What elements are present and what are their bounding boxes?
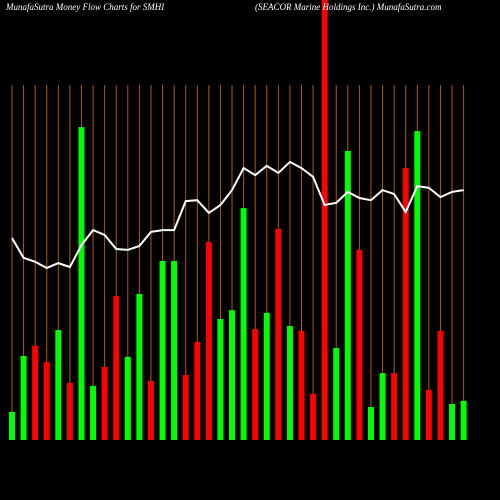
bar [437, 330, 444, 440]
bar [136, 293, 143, 440]
bar [379, 373, 386, 440]
bar [159, 260, 166, 440]
bar [298, 330, 305, 440]
bar [43, 362, 50, 440]
bar [171, 260, 178, 440]
chart-title: MunafaSutra Money Flow Charts for SMHI [5, 2, 165, 12]
bar [356, 249, 363, 440]
bar [275, 228, 282, 440]
bar [101, 366, 108, 440]
bar [124, 356, 131, 440]
bar [414, 131, 421, 440]
bar [32, 345, 39, 440]
bar [391, 373, 398, 440]
bar [286, 326, 293, 440]
bar [229, 310, 236, 440]
bar [66, 382, 73, 440]
bar [55, 330, 62, 440]
bar [321, 0, 328, 440]
bar [194, 341, 201, 440]
bar [344, 150, 351, 441]
bar [240, 208, 247, 440]
bar [9, 411, 15, 440]
bar [78, 127, 85, 440]
bar [217, 319, 224, 440]
bar [310, 393, 317, 440]
bar [20, 355, 27, 440]
bar [252, 329, 259, 440]
line-layer [11, 160, 464, 270]
bar [90, 385, 97, 440]
bar [425, 389, 432, 440]
bar [205, 242, 212, 440]
money-flow-line [11, 160, 464, 270]
bar [402, 168, 409, 440]
bar [367, 407, 374, 440]
bar [113, 296, 120, 440]
bar [263, 312, 270, 440]
chart-subtitle: (SEACOR Marine Holdings Inc.) MunafaSutr… [255, 2, 442, 12]
bar [333, 348, 340, 440]
bars [9, 0, 467, 441]
bar [460, 400, 467, 440]
bar [182, 374, 189, 440]
bar [147, 381, 154, 440]
bar [449, 403, 456, 440]
